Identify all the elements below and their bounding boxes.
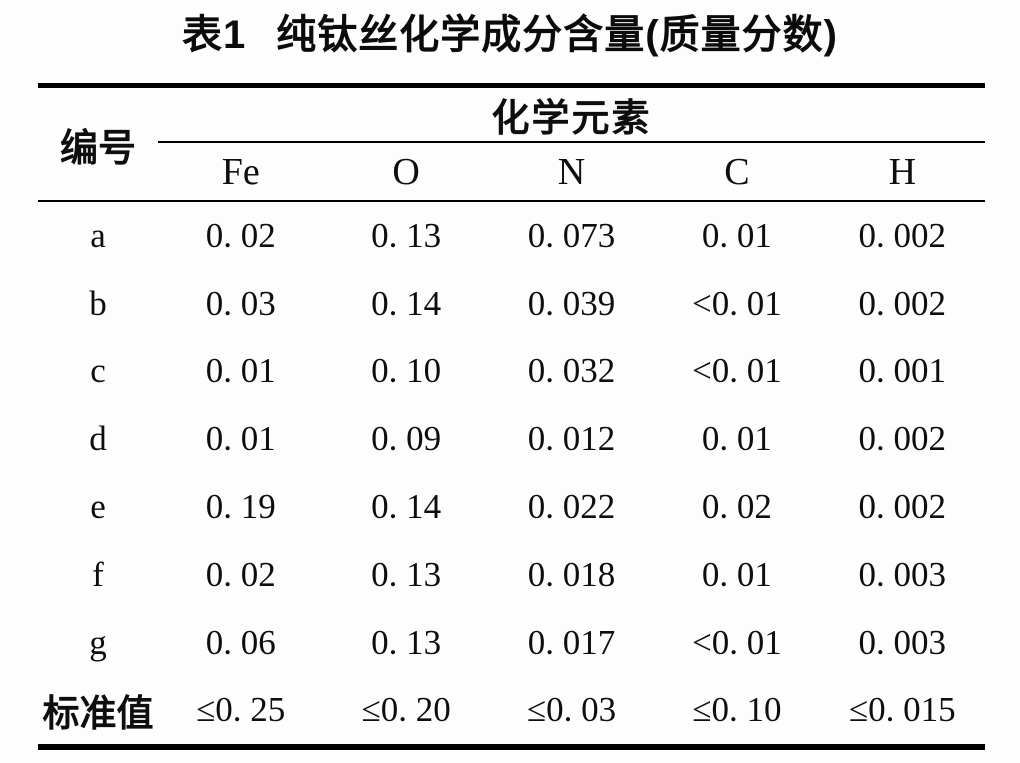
cell-h: 0. 003 <box>858 554 947 594</box>
cell-o: 0. 09 <box>371 419 442 459</box>
cell-o: 0. 14 <box>371 283 442 323</box>
row-label: c <box>90 351 106 391</box>
cell-fe: 0. 19 <box>205 487 276 527</box>
cell-o: 0. 14 <box>371 487 442 527</box>
cell-fe: ≤0. 25 <box>196 690 286 730</box>
row-label: d <box>89 419 107 459</box>
cell-fe: 0. 01 <box>205 419 276 459</box>
composition-table: 编号 化学元素 Fe O N C H a 0. 02 0. 13 0. 073 <box>38 83 985 751</box>
header-cell-o: O <box>392 150 420 193</box>
table-row: c 0. 01 0. 10 0. 032 <0. 01 0. 001 <box>38 338 985 406</box>
header-elements-group: 化学元素 Fe O N C H <box>158 88 985 200</box>
cell-n: 0. 039 <box>527 283 616 323</box>
cell-h: 0. 001 <box>858 351 947 391</box>
cell-h: ≤0. 015 <box>848 690 956 730</box>
cell-o: 0. 10 <box>371 351 442 391</box>
row-label: b <box>89 283 107 323</box>
cell-n: 0. 018 <box>527 554 616 594</box>
cell-h: 0. 002 <box>858 419 947 459</box>
cell-o: 0. 13 <box>371 554 442 594</box>
cell-h: 0. 002 <box>858 215 947 255</box>
header-element-columns: Fe O N C H <box>158 143 985 200</box>
cell-o: 0. 13 <box>371 622 442 662</box>
cell-c: 0. 01 <box>701 419 772 459</box>
cell-c: 0. 02 <box>701 487 772 527</box>
table-row: b 0. 03 0. 14 0. 039 <0. 01 0. 002 <box>38 270 985 338</box>
table-row: d 0. 01 0. 09 0. 012 0. 01 0. 002 <box>38 405 985 473</box>
table-header: 编号 化学元素 Fe O N C H <box>38 88 985 200</box>
cell-c: <0. 01 <box>692 622 782 662</box>
cell-n: ≤0. 03 <box>526 690 617 730</box>
table-body: a 0. 02 0. 13 0. 073 0. 01 0. 002 b 0. 0… <box>38 202 985 744</box>
cell-n: 0. 022 <box>527 487 616 527</box>
cell-n: 0. 073 <box>527 215 616 255</box>
cell-o: 0. 13 <box>371 215 442 255</box>
table-title-text: 纯钛丝化学成分含量(质量分数) <box>276 13 838 57</box>
row-label: f <box>92 554 104 594</box>
table-bottom-rule <box>38 744 985 751</box>
table-row: f 0. 02 0. 13 0. 018 0. 01 0. 003 <box>38 541 985 609</box>
cell-c: ≤0. 10 <box>692 690 782 730</box>
cell-h: 0. 002 <box>858 283 947 323</box>
table-number-label: 表1 <box>182 13 247 57</box>
cell-fe: 0. 01 <box>205 351 276 391</box>
cell-c: <0. 01 <box>692 351 782 391</box>
cell-h: 0. 003 <box>858 622 947 662</box>
cell-c: 0. 01 <box>701 554 772 594</box>
cell-fe: 0. 02 <box>205 554 276 594</box>
cell-n: 0. 017 <box>527 622 616 662</box>
header-cell-number: 编号 <box>59 127 136 170</box>
cell-fe: 0. 03 <box>205 283 276 323</box>
table-row-standard-values: 标准值 ≤0. 25 ≤0. 20 ≤0. 03 ≤0. 10 ≤0. 015 <box>38 677 985 745</box>
table-title: 表1 纯钛丝化学成分含量(质量分数) <box>0 10 1020 60</box>
header-group-rule <box>158 141 985 143</box>
cell-o: ≤0. 20 <box>361 690 451 730</box>
header-cell-fe: Fe <box>221 150 260 193</box>
cell-c: <0. 01 <box>692 283 782 323</box>
cell-n: 0. 012 <box>527 419 616 459</box>
header-cell-n: N <box>557 150 586 193</box>
cell-fe: 0. 06 <box>205 622 276 662</box>
row-label: a <box>90 215 106 255</box>
header-bottom-rule <box>38 200 985 202</box>
row-label: 标准值 <box>42 693 154 735</box>
table-row: g 0. 06 0. 13 0. 017 <0. 01 0. 003 <box>38 609 985 677</box>
table-row: a 0. 02 0. 13 0. 073 0. 01 0. 002 <box>38 202 985 270</box>
table-row: e 0. 19 0. 14 0. 022 0. 02 0. 002 <box>38 473 985 541</box>
header-cell-h: H <box>888 150 917 193</box>
row-label: g <box>89 622 107 662</box>
table-top-rule <box>38 83 985 88</box>
header-group-label: 化学元素 <box>491 98 652 140</box>
cell-h: 0. 002 <box>858 487 947 527</box>
cell-fe: 0. 02 <box>205 215 276 255</box>
cell-c: 0. 01 <box>701 215 772 255</box>
row-label: e <box>90 487 106 527</box>
header-cell-c: C <box>724 150 750 193</box>
cell-n: 0. 032 <box>527 351 616 391</box>
